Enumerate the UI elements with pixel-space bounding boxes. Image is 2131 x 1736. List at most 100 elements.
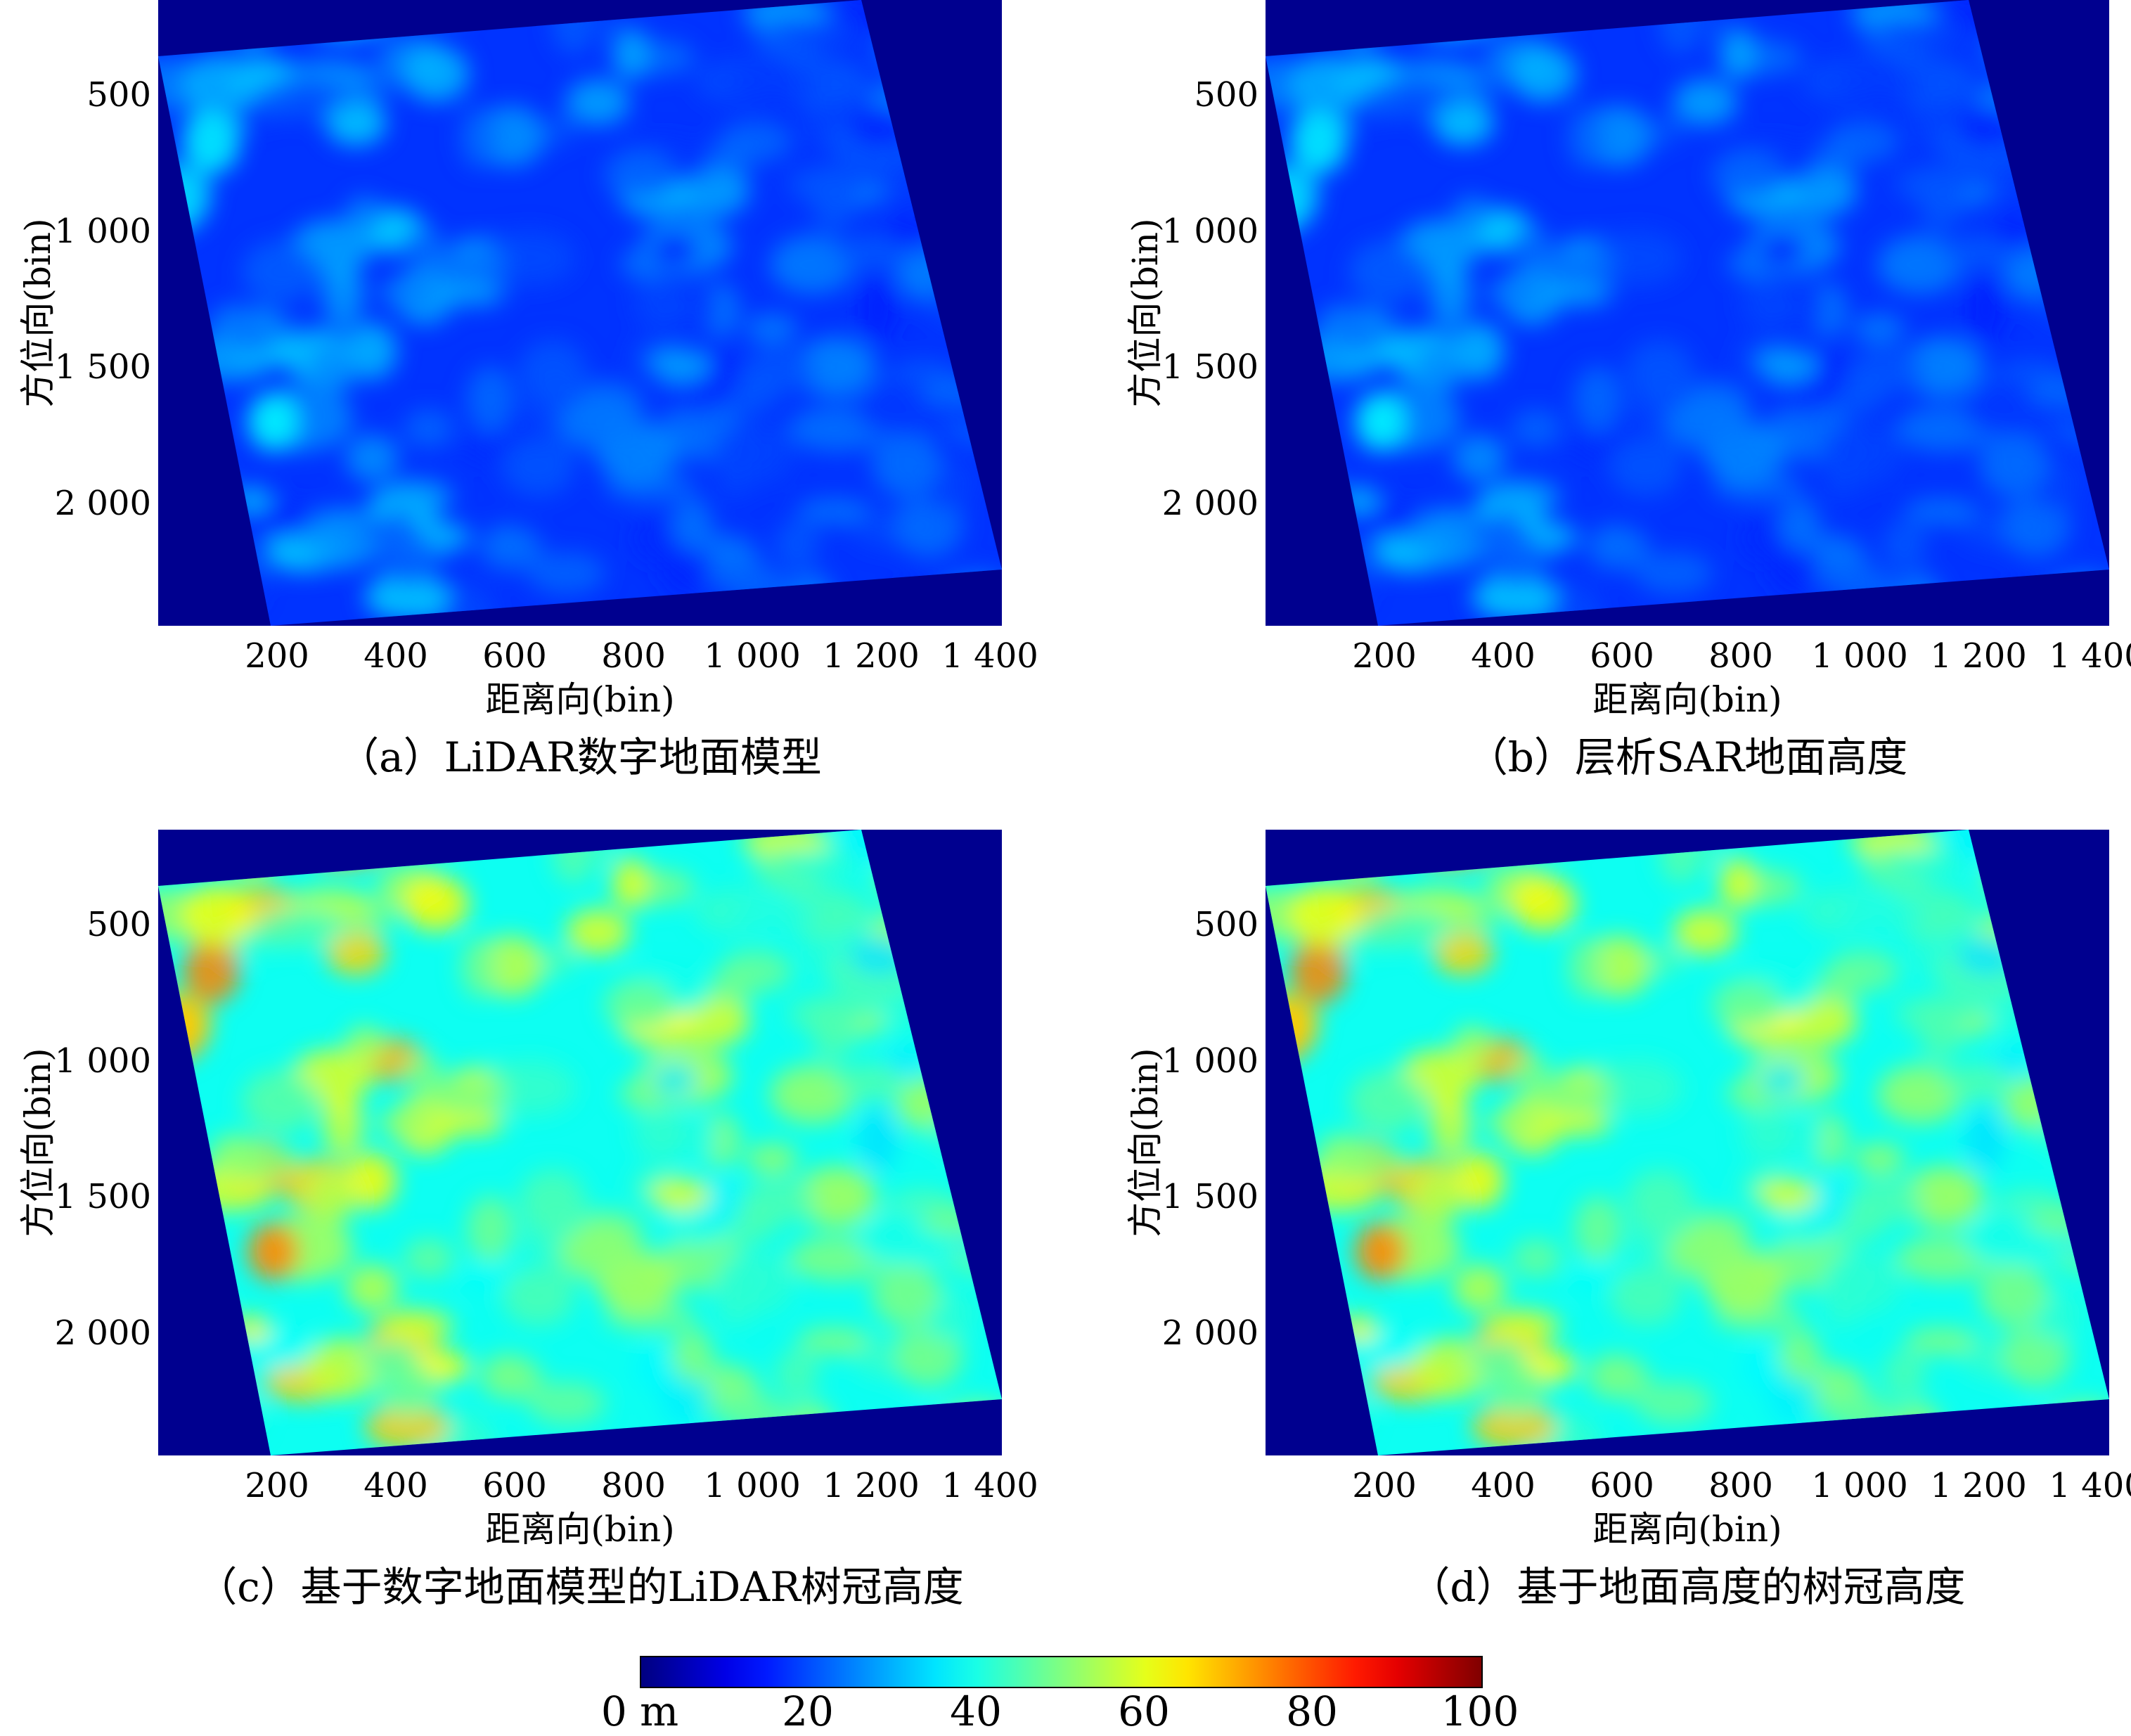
height-blob bbox=[413, 1077, 508, 1113]
x-tick-label: 200 bbox=[1352, 636, 1417, 676]
height-blob bbox=[671, 1327, 714, 1382]
x-axis-label: 距离向(bin) bbox=[1592, 1509, 1782, 1550]
height-blob bbox=[1589, 230, 1684, 286]
height-blob bbox=[323, 1112, 359, 1150]
height-blob bbox=[1757, 348, 1819, 382]
height-blob bbox=[923, 478, 971, 510]
height-blob bbox=[2007, 0, 2085, 37]
height-blob bbox=[1289, 53, 1361, 117]
x-tick-label: 800 bbox=[1708, 1466, 1773, 1505]
height-blob bbox=[1433, 930, 1494, 976]
height-blob bbox=[380, 1309, 453, 1343]
x-tick-label: 600 bbox=[482, 636, 547, 676]
height-blob bbox=[2024, 8, 2067, 60]
height-blob bbox=[2029, 84, 2090, 114]
height-blob bbox=[1339, 486, 1379, 513]
height-blob bbox=[725, 566, 790, 607]
height-blob bbox=[2007, 830, 2085, 867]
height-blob bbox=[482, 1060, 577, 1116]
y-tick-label: 1 000 bbox=[54, 1041, 151, 1081]
x-tick-label: 400 bbox=[363, 636, 428, 676]
height-blob bbox=[168, 1365, 247, 1394]
height-blob bbox=[402, 875, 470, 932]
height-blob bbox=[460, 107, 498, 169]
height-blob bbox=[343, 323, 397, 380]
height-blob bbox=[849, 108, 913, 146]
height-blob bbox=[1487, 1309, 1561, 1343]
x-tick-label: 1 000 bbox=[1811, 636, 1908, 676]
height-blob bbox=[326, 100, 387, 146]
height-blob bbox=[2002, 574, 2075, 626]
height-blob bbox=[247, 393, 299, 451]
y-tick-label: 1 500 bbox=[54, 1177, 151, 1217]
height-blob bbox=[326, 930, 387, 976]
x-tick-label: 400 bbox=[363, 1466, 428, 1505]
height-blob bbox=[1509, 1055, 1550, 1083]
height-blob bbox=[1587, 1356, 1651, 1401]
x-tick-label: 1 400 bbox=[2049, 1466, 2131, 1505]
x-tick-label: 800 bbox=[601, 636, 666, 676]
height-blob bbox=[401, 1055, 442, 1083]
height-blob bbox=[345, 1264, 399, 1312]
height-blob bbox=[1758, 1063, 1805, 1096]
height-blob bbox=[2043, 571, 2109, 626]
height-blob bbox=[1275, 1365, 1354, 1394]
colorbar-tick-label: 60 bbox=[1118, 1687, 1170, 1735]
height-blob bbox=[304, 830, 390, 868]
height-blob bbox=[1609, 437, 1682, 497]
height-blob bbox=[1306, 1384, 1370, 1444]
height-blob bbox=[1741, 1109, 1795, 1159]
height-blob bbox=[1848, 349, 1924, 394]
height-blob bbox=[1893, 1402, 1943, 1455]
height-blob bbox=[482, 230, 577, 286]
panel-c: 500 1 000 1 500 2 000 200 400 600 800 1 000 1 200… bbox=[0, 830, 1041, 1617]
height-blob bbox=[539, 117, 575, 146]
height-blob bbox=[917, 837, 960, 890]
height-blob bbox=[231, 1316, 272, 1342]
height-blob bbox=[716, 1283, 752, 1329]
height-blob bbox=[479, 1356, 543, 1401]
height-blob bbox=[1876, 1065, 1963, 1124]
height-blob bbox=[1450, 323, 1505, 380]
height-blob bbox=[849, 937, 913, 976]
height-blob bbox=[502, 437, 575, 497]
height-blob bbox=[2024, 837, 2067, 890]
height-blob bbox=[797, 498, 869, 525]
height-blob bbox=[1667, 394, 1749, 449]
height-blob bbox=[2003, 245, 2089, 304]
height-blob bbox=[308, 1170, 356, 1224]
height-blob bbox=[1853, 1143, 1906, 1174]
x-tick-label: 1 000 bbox=[704, 636, 801, 676]
height-blob bbox=[231, 486, 272, 513]
height-blob bbox=[709, 966, 756, 1005]
height-blob bbox=[1881, 1350, 1926, 1399]
height-blob bbox=[1711, 149, 1783, 201]
height-blob bbox=[958, 0, 1002, 52]
height-blob bbox=[502, 1267, 575, 1327]
height-blob bbox=[1472, 574, 1557, 620]
height-blob bbox=[304, 508, 381, 570]
height-blob bbox=[577, 5, 614, 35]
height-blob bbox=[1881, 520, 1926, 569]
height-blob bbox=[403, 1238, 454, 1278]
height-blob bbox=[922, 913, 982, 944]
height-blob bbox=[1978, 431, 2049, 498]
height-blob bbox=[1485, 1363, 1547, 1416]
height-blob bbox=[1758, 233, 1805, 266]
height-blob bbox=[428, 0, 470, 20]
height-blob bbox=[199, 1384, 263, 1444]
height-blob bbox=[168, 536, 247, 565]
height-blob bbox=[2043, 1401, 2109, 1455]
height-blob bbox=[1719, 27, 1756, 80]
height-blob bbox=[1472, 1404, 1557, 1450]
x-tick-label: 200 bbox=[245, 636, 309, 676]
height-blob bbox=[650, 348, 712, 382]
height-blob bbox=[247, 1223, 299, 1281]
height-blob bbox=[1311, 537, 1348, 565]
height-blob bbox=[413, 247, 508, 283]
height-blob bbox=[1510, 1238, 1562, 1278]
height-blob bbox=[1956, 108, 2021, 146]
height-blob bbox=[785, 849, 859, 878]
height-blob bbox=[1275, 536, 1354, 565]
height-blob bbox=[633, 279, 688, 330]
